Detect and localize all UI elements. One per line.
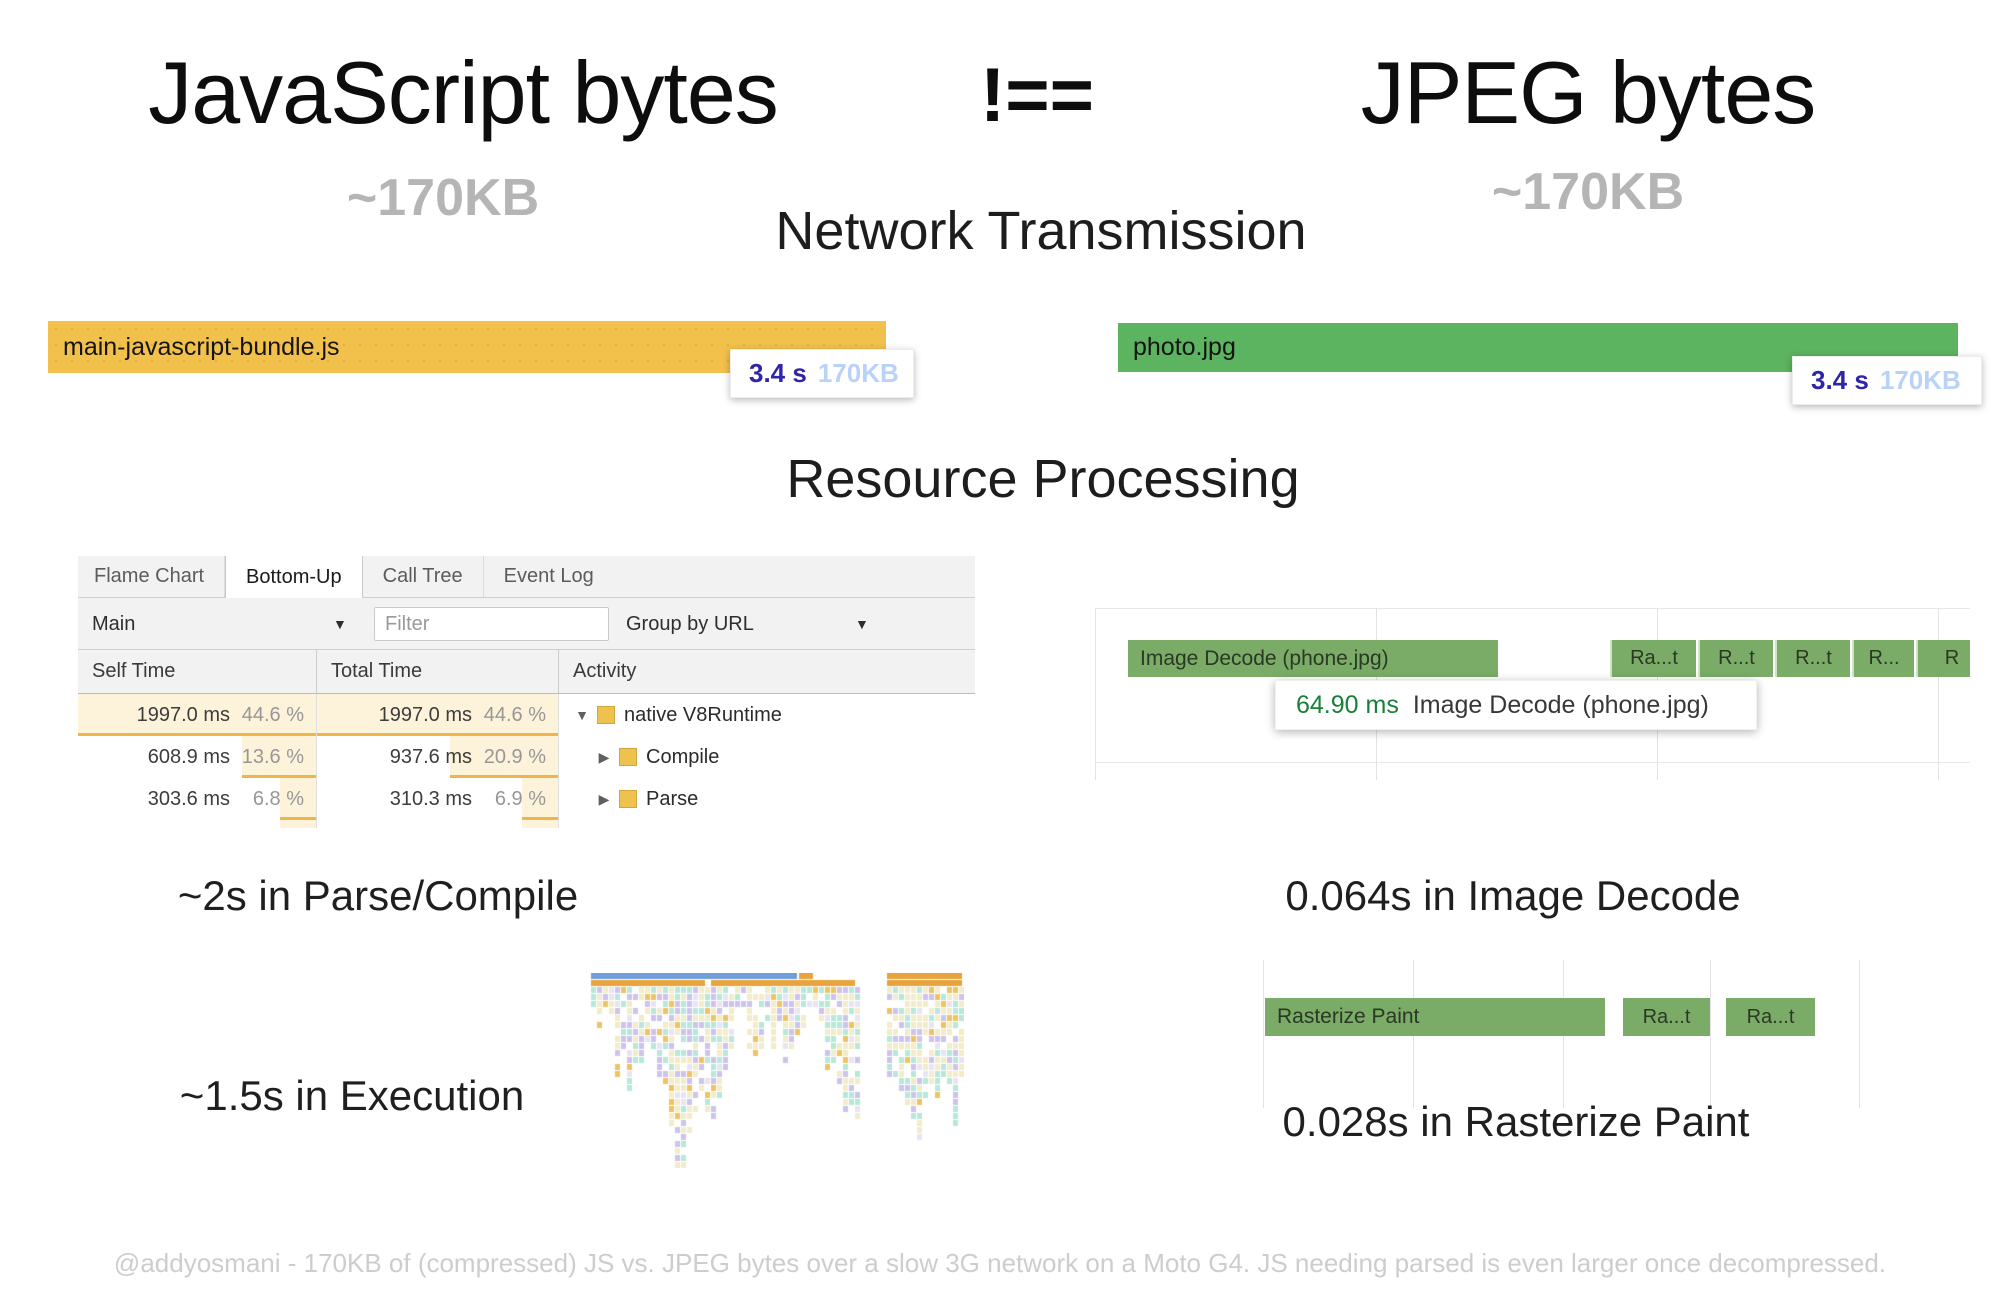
image-decode-tooltip: 64.90 ms Image Decode (phone.jpg)	[1275, 680, 1757, 730]
raster-segment-bar: R...t	[1775, 640, 1850, 677]
table-row[interactable]: 1997.0 ms 44.6 % 1997.0 ms 44.6 % ▼ nati…	[78, 694, 975, 736]
jpeg-transfer-time: 3.4 s	[1811, 365, 1869, 395]
image-decode-bar: Image Decode (phone.jpg)	[1128, 640, 1498, 677]
devtools-panel: Flame Chart Bottom-Up Call Tree Event Lo…	[78, 556, 975, 828]
activity-name: Parse	[646, 787, 699, 810]
collapsed-triangle-icon[interactable]: ▶	[598, 748, 610, 765]
raster-segment-bar: Ra...t	[1610, 640, 1696, 677]
raster-segment-bar: R...	[1852, 640, 1914, 677]
tab-bottom-up[interactable]: Bottom-Up	[225, 556, 363, 598]
self-time-value: 303.6 ms	[147, 787, 230, 810]
self-time-percent: 6.8 %	[252, 787, 304, 810]
self-time-percent: 44.6 %	[241, 703, 304, 726]
table-header: Self Time Total Time Activity	[78, 650, 975, 694]
column-total-time[interactable]: Total Time	[317, 650, 559, 693]
decode-event-name: Image Decode (phone.jpg)	[1412, 690, 1709, 719]
tab-call-tree[interactable]: Call Tree	[363, 556, 484, 597]
rasterize-caption: 0.028s in Rasterize Paint	[1282, 1098, 1750, 1145]
filter-input[interactable]	[374, 607, 609, 641]
image-decode-timeline: Image Decode (phone.jpg) Ra...t R...t R.…	[1095, 600, 1970, 790]
rasterize-paint-bar: Rasterize Paint	[1265, 998, 1605, 1036]
jpeg-network-tooltip: 3.4 s 170KB	[1792, 356, 1982, 405]
js-network-tooltip: 3.4 s 170KB	[730, 349, 914, 398]
attribution-footer: @addyosmani - 170KB of (compressed) JS v…	[113, 1248, 1887, 1278]
resource-processing-heading: Resource Processing	[786, 449, 1300, 509]
collapsed-triangle-icon[interactable]: ▶	[598, 790, 610, 807]
total-time-percent: 44.6 %	[483, 703, 546, 726]
group-by-select[interactable]: Group by URL	[626, 613, 754, 635]
total-time-value: 1997.0 ms	[378, 703, 472, 726]
column-self-time[interactable]: Self Time	[78, 650, 317, 693]
jpeg-size-label: ~170KB	[1491, 163, 1685, 221]
self-time-percent: 13.6 %	[241, 745, 304, 768]
rasterize-paint-timeline: Rasterize Paint Ra...t Ra...t	[1263, 960, 1889, 1108]
total-time-value: 310.3 ms	[389, 787, 472, 810]
js-transfer-size: 170KB	[817, 358, 899, 388]
title-javascript-bytes: JavaScript bytes	[148, 43, 779, 142]
total-time-percent: 6.9 %	[494, 787, 546, 810]
image-decode-caption: 0.064s in Image Decode	[1285, 872, 1741, 919]
js-size-label: ~170KB	[346, 169, 540, 227]
execution-caption: ~1.5s in Execution	[179, 1072, 525, 1119]
title-jpeg-bytes: JPEG bytes	[1360, 43, 1817, 142]
jpeg-transfer-size: 170KB	[1879, 365, 1961, 395]
activity-name: Compile	[646, 745, 720, 768]
chevron-down-icon: ▼	[333, 616, 347, 632]
raster-segment-bar: Ra...t	[1623, 998, 1710, 1036]
activity-name: native V8Runtime	[624, 703, 782, 726]
flame-chart-image	[589, 973, 964, 1219]
total-time-value: 937.6 ms	[389, 745, 472, 768]
scripting-color-swatch	[619, 748, 637, 766]
js-bundle-filename: main-javascript-bundle.js	[63, 332, 340, 361]
js-transfer-time: 3.4 s	[749, 358, 807, 388]
tab-flame-chart[interactable]: Flame Chart	[78, 556, 226, 597]
tab-event-log[interactable]: Event Log	[503, 565, 594, 587]
raster-segment-bar: R...t	[1698, 640, 1773, 677]
raster-segment-bar: Ra...t	[1726, 998, 1815, 1036]
devtools-toolbar: Main ▼ Group by URL ▼	[78, 598, 975, 650]
self-time-value: 608.9 ms	[147, 745, 230, 768]
main-thread-select[interactable]: Main	[92, 613, 136, 635]
raster-segment-bar: R	[1916, 640, 1970, 677]
scripting-color-swatch	[619, 790, 637, 808]
total-time-percent: 20.9 %	[483, 745, 546, 768]
devtools-tab-bar: Flame Chart Bottom-Up Call Tree Event Lo…	[78, 556, 975, 598]
scripting-color-swatch	[597, 706, 615, 724]
network-transmission-heading: Network Transmission	[775, 201, 1307, 261]
jpeg-filename: photo.jpg	[1133, 333, 1236, 361]
chevron-down-icon: ▼	[855, 616, 869, 632]
self-time-value: 1997.0 ms	[136, 703, 230, 726]
title-not-equal-operator: !==	[979, 53, 1095, 138]
cropped-table-row	[78, 820, 975, 828]
table-row[interactable]: 608.9 ms 13.6 % 937.6 ms 20.9 % ▶ Compil…	[78, 736, 975, 778]
expand-triangle-icon[interactable]: ▼	[575, 707, 589, 723]
parse-compile-caption: ~2s in Parse/Compile	[177, 872, 579, 919]
decode-duration: 64.90 ms	[1296, 690, 1399, 719]
column-activity[interactable]: Activity	[573, 660, 637, 682]
js-network-bar: main-javascript-bundle.js	[48, 321, 886, 373]
table-row[interactable]: 303.6 ms 6.8 % 310.3 ms 6.9 % ▶ Parse	[78, 778, 975, 820]
